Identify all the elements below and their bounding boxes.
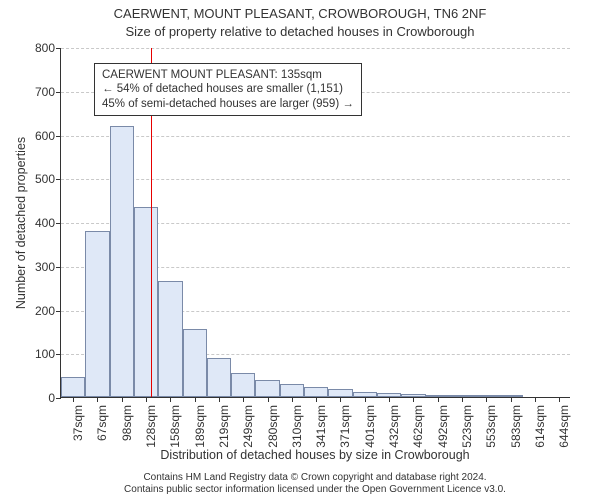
histogram-bar xyxy=(110,126,134,397)
x-tick-mark xyxy=(146,397,147,402)
x-tick-mark xyxy=(511,397,512,402)
attribution-line-1: Contains HM Land Registry data © Crown c… xyxy=(60,472,570,484)
histogram-bar xyxy=(280,384,304,397)
gridline xyxy=(61,179,570,180)
x-tick-mark xyxy=(413,397,414,402)
annotation-line-3: 45% of semi-detached houses are larger (… xyxy=(102,97,354,111)
y-tick-label: 800 xyxy=(35,41,61,55)
gridlines xyxy=(61,48,570,397)
y-tick-label: 300 xyxy=(35,260,61,274)
y-tick-label: 100 xyxy=(35,347,61,361)
x-tick-mark xyxy=(365,397,366,402)
histogram-bar xyxy=(304,387,328,397)
y-tick-label: 500 xyxy=(35,172,61,186)
x-tick-label: 37sqm xyxy=(71,403,85,441)
histogram-bar xyxy=(61,377,85,397)
y-axis-label-text: Number of detached properties xyxy=(14,137,28,309)
annotation-line-2: ← 54% of detached houses are smaller (1,… xyxy=(102,82,354,96)
x-tick-label: 371sqm xyxy=(338,403,352,448)
x-tick-mark xyxy=(292,397,293,402)
y-tick-label: 700 xyxy=(35,85,61,99)
figure: CAERWENT, MOUNT PLEASANT, CROWBOROUGH, T… xyxy=(0,0,600,500)
gridline xyxy=(61,354,570,355)
annotation-line-1: CAERWENT MOUNT PLEASANT: 135sqm xyxy=(102,68,354,82)
histogram-bar xyxy=(231,373,255,397)
x-tick-mark xyxy=(316,397,317,402)
x-tick-mark xyxy=(268,397,269,402)
histogram-bar xyxy=(207,358,231,397)
y-tick-label: 600 xyxy=(35,129,61,143)
histogram-bar xyxy=(328,389,352,397)
annotation-box: CAERWENT MOUNT PLEASANT: 135sqm← 54% of … xyxy=(94,63,362,116)
x-tick-mark xyxy=(73,397,74,402)
gridline xyxy=(61,223,570,224)
x-tick-mark xyxy=(195,397,196,402)
x-tick-label: 341sqm xyxy=(314,403,328,448)
x-tick-label: 492sqm xyxy=(436,403,450,448)
gridline xyxy=(61,92,570,93)
x-tick-label: 614sqm xyxy=(533,403,547,448)
y-tick-label: 200 xyxy=(35,304,61,318)
x-tick-label: 98sqm xyxy=(120,403,134,441)
x-tick-mark xyxy=(486,397,487,402)
gridline xyxy=(61,311,570,312)
x-tick-label: 310sqm xyxy=(290,403,304,448)
x-tick-mark xyxy=(340,397,341,402)
x-tick-mark xyxy=(219,397,220,402)
bars xyxy=(61,48,570,397)
x-tick-mark xyxy=(243,397,244,402)
x-tick-label: 462sqm xyxy=(411,403,425,448)
y-axis-label: Number of detached properties xyxy=(14,48,28,398)
title-sub: Size of property relative to detached ho… xyxy=(0,24,600,39)
attribution: Contains HM Land Registry data © Crown c… xyxy=(60,472,570,496)
x-tick-label: 401sqm xyxy=(363,403,377,448)
x-tick-label: 583sqm xyxy=(509,403,523,448)
y-tick-label: 400 xyxy=(35,216,61,230)
histogram-bar xyxy=(255,380,279,398)
x-tick-label: 158sqm xyxy=(168,403,182,448)
overlay: CAERWENT MOUNT PLEASANT: 135sqm← 54% of … xyxy=(61,48,570,397)
gridline xyxy=(61,136,570,137)
x-tick-mark xyxy=(438,397,439,402)
x-tick-mark xyxy=(97,397,98,402)
x-tick-label: 128sqm xyxy=(144,403,158,448)
x-tick-mark xyxy=(462,397,463,402)
histogram-bar xyxy=(158,281,182,397)
x-tick-label: 219sqm xyxy=(217,403,231,448)
x-axis-label: Distribution of detached houses by size … xyxy=(60,448,570,462)
x-tick-mark xyxy=(535,397,536,402)
histogram-bar xyxy=(85,231,109,397)
histogram-bar xyxy=(183,329,207,397)
histogram-bar xyxy=(134,207,158,397)
x-tick-label: 249sqm xyxy=(241,403,255,448)
plot-area: CAERWENT MOUNT PLEASANT: 135sqm← 54% of … xyxy=(60,48,570,398)
x-tick-mark xyxy=(170,397,171,402)
x-tick-label: 67sqm xyxy=(95,403,109,441)
x-tick-label: 553sqm xyxy=(484,403,498,448)
x-tick-mark xyxy=(389,397,390,402)
title-main: CAERWENT, MOUNT PLEASANT, CROWBOROUGH, T… xyxy=(0,6,600,21)
x-tick-label: 189sqm xyxy=(193,403,207,448)
x-tick-mark xyxy=(559,397,560,402)
x-tick-label: 280sqm xyxy=(266,403,280,448)
gridline xyxy=(61,267,570,268)
x-tick-label: 432sqm xyxy=(387,403,401,448)
y-tick-label: 0 xyxy=(48,391,61,405)
reference-line xyxy=(151,48,152,397)
x-tick-label: 644sqm xyxy=(557,403,571,448)
attribution-line-2: Contains public sector information licen… xyxy=(60,484,570,496)
x-tick-mark xyxy=(122,397,123,402)
x-tick-label: 523sqm xyxy=(460,403,474,448)
gridline xyxy=(61,48,570,49)
